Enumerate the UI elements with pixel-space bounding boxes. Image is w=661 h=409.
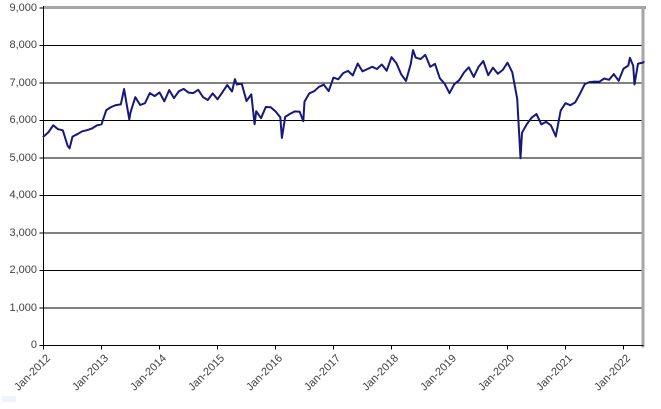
y-tick-label: 2,000 xyxy=(9,264,37,276)
plot-border-right xyxy=(641,6,645,348)
y-tick-label: 6,000 xyxy=(9,114,37,126)
series-line xyxy=(42,49,645,160)
y-tick-label: 1,000 xyxy=(9,301,37,314)
plot-border-top xyxy=(43,6,646,9)
y-tick-label: 5,000 xyxy=(9,151,37,164)
y-tick-label: 3,000 xyxy=(9,226,37,239)
corner-artifact xyxy=(2,396,16,402)
y-tick-label: 9,000 xyxy=(9,1,37,14)
y-tick-label: 4,000 xyxy=(9,189,37,201)
y-tick-label: 8,000 xyxy=(9,39,37,51)
y-tick-label: 0 xyxy=(30,339,37,351)
y-tick-label: 7,000 xyxy=(9,76,37,89)
